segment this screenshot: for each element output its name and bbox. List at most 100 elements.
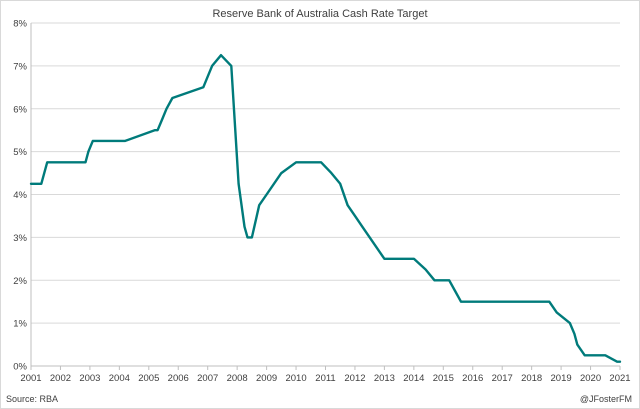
x-tick-label: 2020 xyxy=(580,373,601,384)
x-tick-label: 2011 xyxy=(315,373,335,384)
x-tick-label: 2019 xyxy=(551,373,572,384)
data-point xyxy=(489,300,492,303)
data-point xyxy=(237,183,240,185)
data-point xyxy=(616,360,618,363)
y-tick-label: 1% xyxy=(13,319,27,330)
data-point xyxy=(165,108,168,110)
data-point xyxy=(573,333,576,335)
y-tick-label: 6% xyxy=(13,104,27,115)
author-credit: @JFosterFM xyxy=(580,394,632,404)
data-point xyxy=(339,183,342,185)
x-tick-label: 2001 xyxy=(20,373,41,384)
data-point xyxy=(424,268,427,271)
x-tick-label: 2015 xyxy=(433,373,454,384)
data-point xyxy=(383,258,386,260)
data-point xyxy=(522,300,524,303)
data-point xyxy=(619,360,621,363)
data-point xyxy=(392,258,395,260)
data-point xyxy=(304,161,306,164)
data-point xyxy=(533,300,536,303)
x-tick-label: 2013 xyxy=(374,373,395,384)
x-tick-label: 2007 xyxy=(197,373,218,384)
data-point xyxy=(361,225,364,228)
data-point xyxy=(413,258,415,260)
data-point xyxy=(251,236,253,239)
data-point xyxy=(480,300,483,303)
data-point xyxy=(230,65,233,67)
data-point xyxy=(258,204,261,206)
data-point xyxy=(498,300,501,303)
cash-rate-line xyxy=(29,54,622,363)
x-tick-label: 2005 xyxy=(138,373,159,384)
x-tick-label: 2016 xyxy=(462,373,483,384)
data-point xyxy=(376,247,378,249)
x-axis-ticks: 2001 2002 2003 2004 2005 2006 2007 2008 2009 2010… xyxy=(20,366,631,384)
data-point xyxy=(548,300,551,303)
data-point xyxy=(211,65,213,67)
source-note: Source: RBA xyxy=(6,394,58,404)
x-tick-label: 2014 xyxy=(403,373,424,384)
data-point xyxy=(156,129,159,131)
y-axis-ticks: 0% 1% 2% 3% 4% 5% 6% 7% 8% xyxy=(13,19,27,373)
x-tick-label: 2018 xyxy=(521,373,542,384)
data-point xyxy=(433,279,436,282)
data-point xyxy=(171,97,174,99)
data-point xyxy=(84,161,87,164)
data-point xyxy=(161,118,163,121)
data-point xyxy=(569,322,571,324)
x-tick-label: 2010 xyxy=(285,373,306,384)
x-tick-label: 2017 xyxy=(492,373,513,384)
data-point xyxy=(594,354,596,357)
data-point xyxy=(346,204,349,206)
data-point xyxy=(246,236,249,239)
data-point xyxy=(510,300,512,303)
x-tick-label: 2012 xyxy=(344,373,365,384)
data-point xyxy=(555,311,558,314)
data-point xyxy=(30,183,32,185)
data-point xyxy=(442,279,445,282)
data-point xyxy=(265,193,268,196)
x-tick-label: 2003 xyxy=(79,373,100,384)
data-point xyxy=(368,236,371,239)
data-point xyxy=(243,225,246,228)
data-point xyxy=(206,75,209,78)
data-point xyxy=(604,354,607,357)
y-tick-label: 2% xyxy=(13,276,27,287)
data-point xyxy=(153,129,156,131)
y-tick-label: 3% xyxy=(13,233,27,244)
data-point xyxy=(354,215,356,217)
data-point xyxy=(124,140,126,142)
y-tick-label: 7% xyxy=(13,61,27,72)
data-point xyxy=(576,343,579,346)
x-tick-label: 2009 xyxy=(256,373,277,384)
data-point xyxy=(583,354,586,357)
data-point xyxy=(87,150,90,153)
y-tick-label: 0% xyxy=(13,362,27,373)
x-tick-label: 2004 xyxy=(109,373,130,384)
data-point xyxy=(320,161,322,164)
data-point xyxy=(401,258,403,260)
data-point xyxy=(295,161,297,164)
chart-title: Reserve Bank of Australia Cash Rate Targ… xyxy=(212,8,427,20)
x-tick-label: 2008 xyxy=(227,373,248,384)
data-point xyxy=(202,86,205,89)
data-point xyxy=(460,300,462,303)
data-point xyxy=(92,140,94,142)
y-tick-label: 4% xyxy=(13,190,27,201)
data-point xyxy=(280,172,283,174)
data-point xyxy=(46,161,48,164)
data-point xyxy=(330,172,333,174)
data-point xyxy=(469,300,471,303)
x-tick-label: 2021 xyxy=(609,373,630,384)
x-tick-label: 2002 xyxy=(50,373,71,384)
data-point xyxy=(220,54,222,56)
gridlines xyxy=(30,22,620,367)
data-point xyxy=(448,279,451,282)
data-point xyxy=(40,183,43,185)
x-tick-label: 2006 xyxy=(168,373,189,384)
data-point xyxy=(454,290,456,292)
y-tick-label: 5% xyxy=(13,147,27,158)
y-tick-label: 8% xyxy=(13,19,27,30)
